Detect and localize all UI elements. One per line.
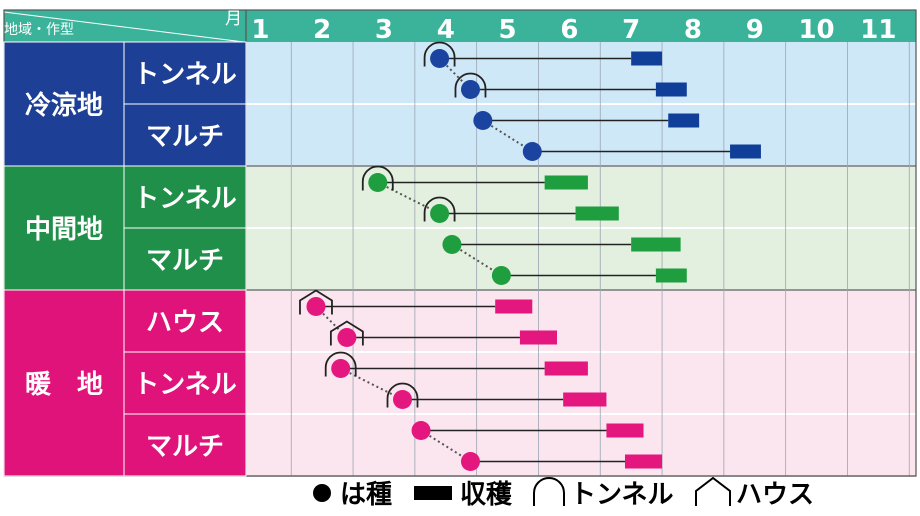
tunnel-cover-mark <box>454 72 487 98</box>
sowing-point <box>491 266 511 285</box>
sowing-point <box>337 328 357 347</box>
legend-label: トンネル <box>570 480 673 510</box>
corner-diagonal <box>3 11 245 43</box>
region-background <box>246 290 916 476</box>
harvest-bar <box>544 361 588 376</box>
harvest-bar <box>655 268 687 283</box>
sowing-point <box>460 80 480 99</box>
sowing-point <box>368 173 388 192</box>
harvest-bar <box>730 144 761 159</box>
month-tick-label: 1 <box>251 15 269 45</box>
harvest-bar <box>544 175 588 190</box>
corner-right-label: 月 <box>225 9 242 29</box>
method-label: トンネル <box>133 370 236 400</box>
harvest-bar <box>624 454 663 469</box>
sowing-point <box>522 142 542 161</box>
marks-layer <box>299 41 761 471</box>
tunnel-cover-mark <box>386 382 419 408</box>
method-label: マルチ <box>146 246 224 276</box>
region-label: 暖 地 <box>25 370 103 400</box>
month-tick-label: 5 <box>499 15 517 45</box>
method-label-cell <box>123 413 247 477</box>
harvest-bar <box>563 392 607 407</box>
method-label: トンネル <box>133 184 236 214</box>
harvest-bar <box>631 237 681 252</box>
month-tick-label: 6 <box>560 15 578 45</box>
method-label: ハウス <box>146 308 224 338</box>
legend-sowing-symbol <box>313 484 331 502</box>
region-label-cell <box>3 165 125 291</box>
legend-label: 収穫 <box>460 480 513 510</box>
harvest-bar <box>655 82 687 97</box>
sowing-point <box>430 49 450 68</box>
legend-house-symbol <box>695 476 731 506</box>
month-tick-label: 11 <box>860 15 896 45</box>
harvest-bar <box>519 330 557 345</box>
method-label: マルチ <box>146 432 224 462</box>
legend-tunnel-symbol <box>533 477 565 506</box>
tunnel-cover-mark <box>361 165 394 191</box>
house-cover-mark <box>299 289 333 315</box>
tunnel-cover-mark <box>423 196 456 222</box>
sowing-point <box>460 452 480 471</box>
harvest-bar <box>668 113 700 128</box>
region-label-cell <box>3 289 125 477</box>
harvest-bar <box>606 423 644 438</box>
month-tick-label: 8 <box>684 15 702 45</box>
sowing-connector <box>377 181 441 215</box>
legend-label: は種 <box>340 480 392 510</box>
region-label: 中間地 <box>25 215 103 245</box>
sowing-point <box>430 204 450 223</box>
harvest-bar <box>575 206 619 221</box>
method-label: マルチ <box>146 122 224 152</box>
region-label: 冷涼地 <box>25 90 103 121</box>
tunnel-cover-mark <box>423 41 456 67</box>
sowing-point <box>473 111 493 130</box>
header-layer: 地域・作型 月 1 2 3 4 5 6 7 8 9 10 11 <box>4 9 896 45</box>
method-label-cell <box>123 351 247 415</box>
legend-harvest-symbol <box>414 486 452 500</box>
harvest-bar <box>631 51 663 66</box>
header-band <box>4 10 916 42</box>
month-tick-label: 3 <box>375 15 393 45</box>
tunnel-cover-mark <box>324 351 357 377</box>
sowing-point <box>442 235 462 254</box>
sowing-point <box>411 421 431 440</box>
legend-layer: は種 収穫 トンネル ハウス <box>313 476 814 510</box>
sowing-point <box>306 297 326 316</box>
harvest-bar <box>495 299 533 314</box>
region-label-cell <box>3 41 125 167</box>
corner-left-label: 地域・作型 <box>4 22 74 38</box>
sowing-point <box>331 359 351 378</box>
month-tick-label: 7 <box>622 15 640 45</box>
method-label-cell <box>123 227 247 291</box>
month-tick-label: 4 <box>437 15 455 45</box>
sowing-connector <box>340 367 403 401</box>
method-label-cell <box>123 289 247 353</box>
house-cover-mark <box>329 320 364 346</box>
legend-label: ハウス <box>736 480 814 510</box>
month-tick-label: 2 <box>313 15 331 45</box>
method-label: トンネル <box>133 60 236 90</box>
month-tick-label: 9 <box>746 15 764 45</box>
month-tick-label: 10 <box>798 15 834 45</box>
method-label-cell <box>123 103 247 167</box>
method-label-cell <box>123 165 247 229</box>
sowing-point <box>393 390 412 409</box>
